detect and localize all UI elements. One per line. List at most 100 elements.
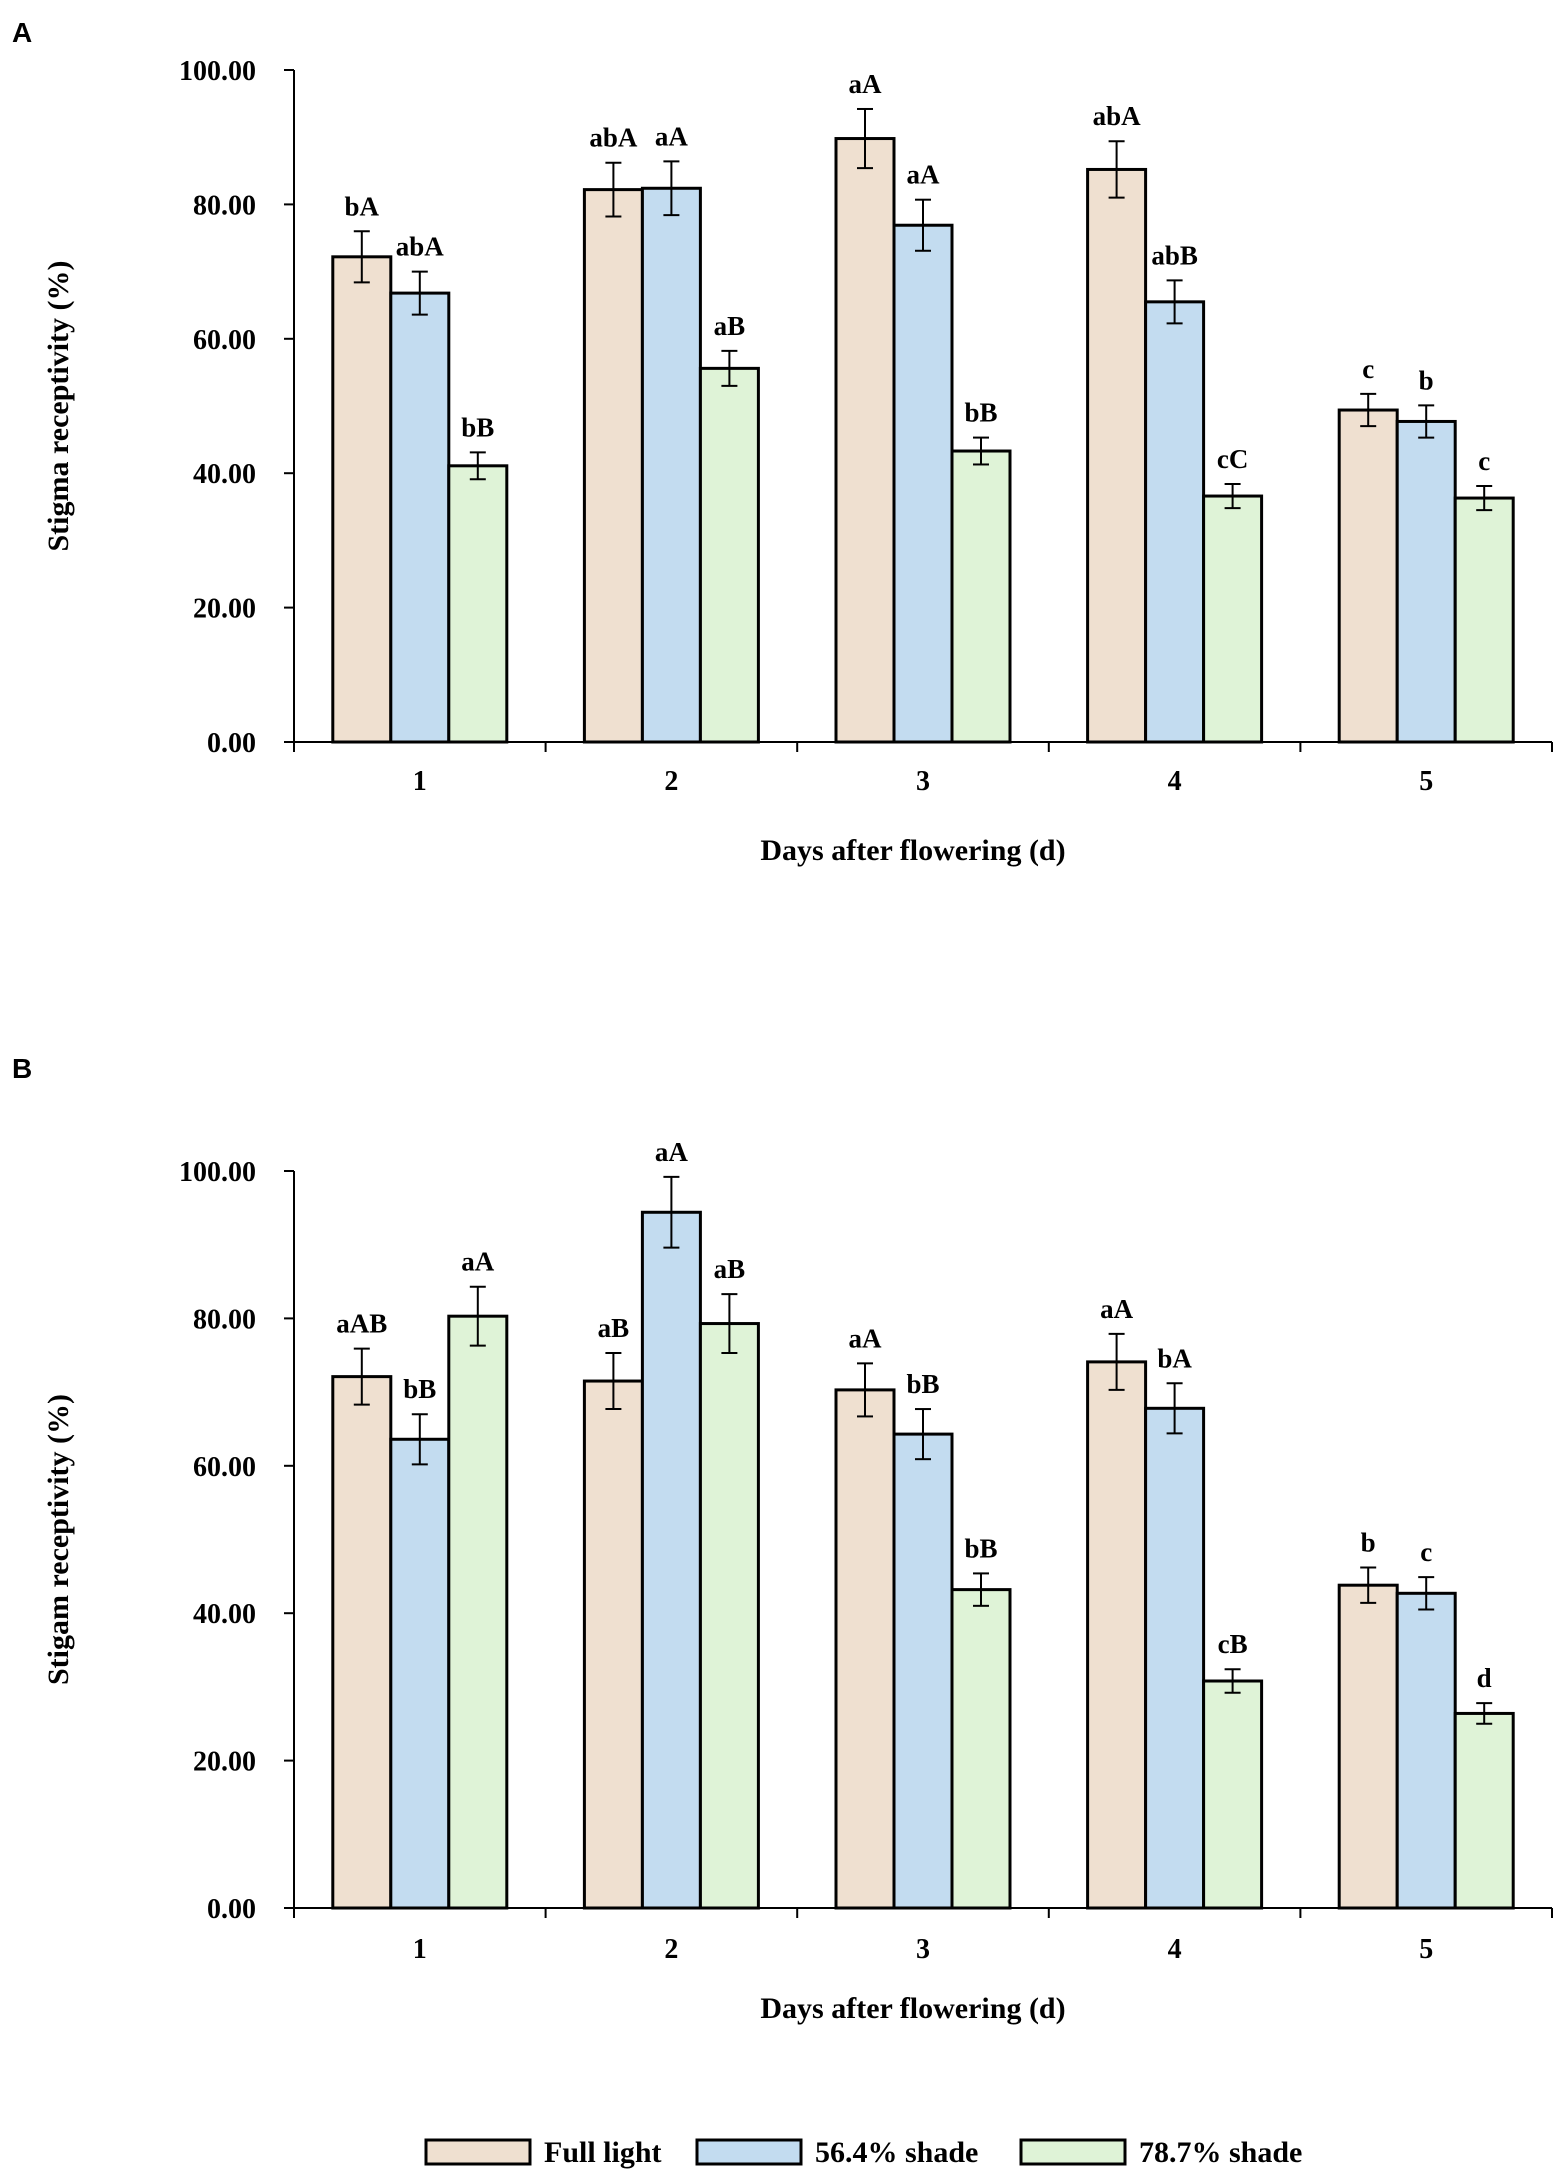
p1-error-bar-day2-s2 [721, 1293, 738, 1355]
p0-error-bar-day1-s2 [469, 451, 486, 481]
p1-error-bar-day3-s0 [857, 1362, 873, 1418]
p0-y-tick-label: 0.00 [207, 728, 256, 759]
legend: Full light 56.4% shade 78.7% shade [424, 2136, 1302, 2169]
p0-error-bar-day5-s0 [1360, 392, 1377, 428]
p0-bar-day2-s1 [640, 186, 702, 744]
p0-error-bar-day2-s0 [605, 161, 622, 218]
p0-x-axis-title: Days after flowering (d) [760, 834, 1065, 867]
p1-sig-label-day5-s0: b [1361, 1528, 1376, 1558]
p0-x-tick-label-4: 4 [1168, 766, 1182, 797]
p1-sig-label-day2-s2: aB [714, 1254, 746, 1284]
p1-y-tick-label: 80.00 [193, 1304, 256, 1335]
p1-bar-day5-s0 [1337, 1583, 1399, 1910]
p1-sig-label-day5-s1: c [1420, 1537, 1432, 1567]
p1-error-bar-day4-s0 [1108, 1332, 1125, 1391]
panel-a: A bA abA bB 1 abA aA aB 2 aA aA bB 3 abA abB cC 4 c b c 5 0.… [12, 17, 1553, 867]
p0-bar-day1-s1 [389, 291, 451, 744]
p1-error-bar-day5-s2 [1476, 1702, 1493, 1725]
p0-sig-label-day2-s1: aA [655, 121, 689, 151]
p1-bar-day4-s0 [1086, 1360, 1148, 1910]
p0-error-bar-day3-s2 [973, 436, 989, 466]
p0-bar-day2-s2 [698, 366, 760, 744]
p0-x-tick-label-2: 2 [664, 766, 678, 797]
p1-error-bar-day4-s2 [1224, 1668, 1241, 1694]
p0-y-tick-label: 60.00 [193, 325, 256, 356]
p0-error-bar-day2-s2 [721, 349, 738, 387]
p0-error-bar-day1-s1 [411, 270, 428, 316]
p0-error-bar-day4-s1 [1166, 279, 1183, 325]
p0-bar-day4-s0 [1086, 167, 1148, 744]
p1-sig-label-day3-s0: aA [849, 1323, 883, 1353]
legend-label-1: 56.4% shade [815, 2136, 978, 2169]
p1-bar-day1-s1 [389, 1437, 451, 1910]
p1-error-bar-day4-s1 [1166, 1382, 1183, 1435]
p1-x-tick-label-3: 3 [916, 1934, 930, 1965]
p1-bar-day3-s2 [950, 1588, 1012, 1910]
p1-sig-label-day3-s2: bB [964, 1533, 997, 1563]
p0-error-bar-day5-s2 [1476, 484, 1493, 512]
legend-label-2: 78.7% shade [1139, 2136, 1302, 2169]
p0-error-bar-day4-s0 [1108, 140, 1125, 199]
p0-sig-label-day3-s0: aA [849, 69, 883, 99]
p1-x-tick-label-5: 5 [1419, 1934, 1433, 1965]
p1-bar-day5-s1 [1395, 1591, 1457, 1910]
p1-sig-label-day3-s1: bB [906, 1369, 939, 1399]
p1-y-axis-title: Stigam receptivity (%) [42, 1394, 75, 1685]
p1-bar-day3-s0 [834, 1388, 896, 1910]
p1-x-tick-label-1: 1 [413, 1934, 427, 1965]
p1-y-tick-label: 60.00 [193, 1452, 256, 1483]
p0-sig-label-day3-s1: aA [907, 160, 941, 190]
p0-y-tick-label: 20.00 [193, 594, 256, 625]
panel-a-letter: A [12, 17, 32, 48]
p1-error-bar-day3-s2 [973, 1572, 989, 1607]
p0-x-tick-label-1: 1 [413, 766, 427, 797]
p1-bar-day2-s1 [640, 1210, 702, 1910]
p0-sig-label-day1-s0: bA [345, 191, 380, 221]
p0-sig-label-day2-s0: abA [589, 123, 638, 153]
p0-bar-day4-s1 [1144, 300, 1206, 744]
p0-y-tick-label: 40.00 [193, 459, 256, 490]
p0-bar-day3-s2 [950, 449, 1012, 744]
p0-sig-label-day4-s0: abA [1093, 101, 1142, 131]
legend-swatch-0 [424, 2138, 532, 2166]
panel-b-letter: B [12, 1053, 32, 1084]
p1-bar-day5-s2 [1453, 1711, 1515, 1910]
p1-y-tick-label: 0.00 [207, 1894, 256, 1925]
p0-y-tick-label: 80.00 [193, 190, 256, 221]
p0-y-tick-label: 100.00 [179, 56, 256, 87]
p0-bar-day4-s2 [1202, 494, 1264, 744]
p0-sig-label-day1-s2: bB [461, 412, 494, 442]
p1-y-tick-label: 40.00 [193, 1599, 256, 1630]
p1-bar-day4-s1 [1144, 1406, 1206, 1910]
p0-x-tick-label-5: 5 [1419, 766, 1433, 797]
p1-sig-label-day5-s2: d [1477, 1663, 1492, 1693]
p1-bar-day2-s2 [698, 1322, 760, 1910]
p0-bar-day2-s0 [582, 188, 644, 744]
p0-error-bar-day4-s2 [1224, 482, 1241, 510]
p0-sig-label-day5-s2: c [1478, 446, 1490, 476]
p1-sig-label-day2-s0: aB [598, 1313, 630, 1343]
p0-sig-label-day4-s1: abB [1151, 240, 1198, 270]
p1-bar-day1-s0 [331, 1375, 393, 1910]
p1-y-tick-label: 100.00 [179, 1157, 256, 1188]
p1-sig-label-day4-s0: aA [1100, 1294, 1134, 1324]
panel-b: B aAB bB aA 1 aB aA aB 2 aA bB bB 3 aA bA cB 4 b c d 5 0.00 2… [12, 1053, 1553, 2025]
p0-sig-label-day2-s2: aB [714, 311, 746, 341]
p1-bar-day2-s0 [582, 1379, 644, 1910]
p0-bar-day1-s0 [331, 255, 393, 744]
p0-error-bar-day5-s1 [1418, 404, 1435, 439]
p1-sig-label-day2-s1: aA [655, 1137, 689, 1167]
p1-error-bar-day1-s2 [469, 1285, 486, 1347]
p1-error-bar-day1-s1 [411, 1413, 428, 1466]
p1-bar-day1-s2 [447, 1314, 509, 1910]
p1-bar-day3-s1 [892, 1432, 954, 1910]
p1-error-bar-day2-s1 [663, 1175, 680, 1249]
p1-sig-label-day1-s0: aAB [336, 1309, 387, 1339]
p1-error-bar-day5-s1 [1418, 1576, 1435, 1611]
p0-x-tick-label-3: 3 [916, 766, 930, 797]
p1-sig-label-day4-s2: cB [1218, 1629, 1248, 1659]
p0-sig-label-day5-s1: b [1419, 365, 1434, 395]
p0-sig-label-day5-s0: c [1362, 354, 1374, 384]
p0-bar-day1-s2 [447, 464, 509, 744]
p1-bar-day4-s2 [1202, 1679, 1264, 1910]
